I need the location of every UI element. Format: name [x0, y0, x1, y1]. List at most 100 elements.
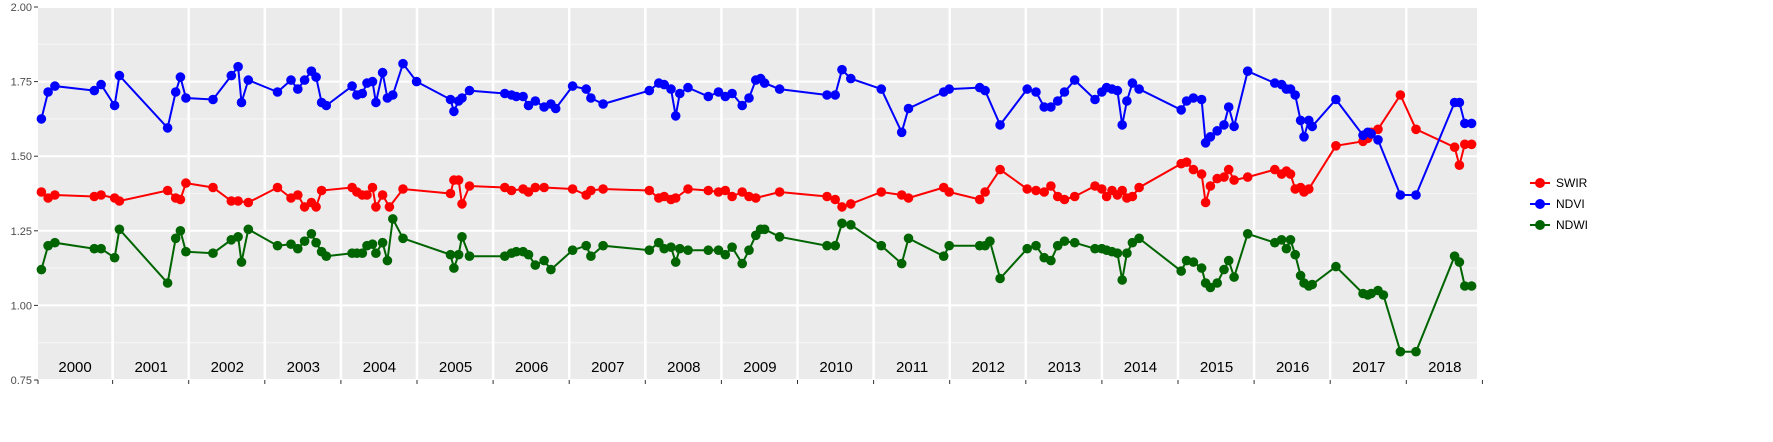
swir-point [1022, 184, 1032, 194]
swir-point [1229, 175, 1239, 185]
ndwi-point [96, 243, 106, 254]
ndwi-point [1281, 243, 1292, 254]
ndvi-point [1046, 102, 1056, 112]
ndwi-point [822, 240, 832, 251]
ndvi-point [170, 87, 181, 97]
ndwi-point [511, 246, 522, 257]
swir-point [1466, 139, 1477, 150]
ndwi-point [985, 236, 995, 246]
ndwi-point [453, 249, 464, 260]
swir-point [974, 194, 985, 205]
ndwi-point [944, 240, 954, 251]
swir-point [703, 185, 714, 196]
swir-point [1117, 185, 1127, 196]
ndvi-point [1411, 190, 1421, 200]
ndwi-point [1117, 275, 1127, 285]
ndwi-point [36, 264, 47, 275]
swir-point [846, 199, 856, 209]
ndvi-point [896, 127, 907, 138]
ndvi-point [666, 84, 676, 94]
ndwi-point [233, 232, 243, 242]
ndvi-point [1242, 66, 1253, 76]
year-label: 2017 [1352, 359, 1385, 376]
ndvi-point [299, 75, 310, 85]
swir-point [457, 199, 467, 209]
ndwi-point [896, 258, 907, 269]
ndvi-point [388, 90, 398, 100]
ndvi-point [449, 106, 459, 117]
swir-point [1304, 184, 1314, 194]
ndwi-point [50, 237, 60, 248]
swir-point [1059, 194, 1070, 205]
swir-point [1039, 187, 1049, 197]
ndwi-point [703, 245, 714, 255]
swir-point [367, 182, 378, 193]
ndvi-point [774, 84, 785, 94]
ndvi-point [96, 79, 106, 90]
ndwi-point [170, 233, 181, 244]
swir-point [1069, 191, 1080, 202]
ndvi-point [1117, 120, 1127, 130]
ndwi-point [1307, 279, 1317, 290]
ndvi-point [43, 87, 53, 97]
swir-point [299, 202, 310, 212]
swir-point [384, 202, 395, 212]
y-tick-label: 1.25 [11, 226, 32, 238]
swir-point [377, 190, 388, 200]
swir-point [1031, 185, 1041, 196]
ndvi-point [1223, 102, 1234, 112]
ndwi-point [1022, 243, 1032, 254]
swir-point [1219, 172, 1229, 182]
ndvi-point [371, 97, 381, 108]
swir-point [1181, 157, 1192, 167]
y-tick-label: 2.00 [11, 2, 32, 14]
ndvi-point [1112, 85, 1123, 96]
year-label: 2012 [972, 359, 1005, 376]
ndvi-point [236, 97, 247, 108]
ndvi-point [1205, 132, 1216, 142]
ndvi-point [464, 85, 475, 96]
swir-point [1449, 142, 1460, 152]
y-tick-label: 0.75 [11, 375, 32, 387]
swir-point [243, 197, 254, 208]
year-label: 2008 [667, 359, 700, 376]
ndwi-point [89, 243, 100, 254]
ndwi-point [1196, 263, 1207, 273]
ndwi-point [1276, 235, 1287, 245]
ndvi-point [50, 81, 60, 91]
ndwi-point [464, 251, 475, 261]
swir-point [1223, 164, 1234, 175]
swir-point [1196, 169, 1207, 179]
ndwi-point [744, 245, 754, 255]
swir-point [539, 182, 549, 193]
swir-point [114, 196, 125, 206]
swir-legend-key [1535, 178, 1545, 188]
ndwi-point [759, 224, 770, 235]
y-tick-label: 1.50 [11, 151, 32, 163]
ndwi-point [539, 255, 549, 266]
ndvi-point [89, 85, 100, 96]
ndwi-point [1285, 235, 1296, 245]
ndvi-point [1395, 190, 1406, 200]
ndwi-point [1031, 240, 1041, 251]
ndvi-point [683, 82, 693, 93]
swir-point [1395, 90, 1406, 100]
ndwi-point [1219, 264, 1229, 275]
swir-point [737, 187, 747, 197]
ndvi-point [581, 84, 591, 94]
swir-point [181, 178, 191, 188]
swir-point [822, 191, 832, 202]
year-label: 2001 [134, 359, 167, 376]
swir-point [506, 185, 517, 196]
ndwi-point [1242, 229, 1253, 239]
ndvi-legend-label: NDVI [1556, 197, 1585, 211]
swir-point [1242, 172, 1253, 182]
ndvi-point [659, 79, 669, 90]
ndvi-point [713, 87, 724, 97]
ndwi-point [1454, 257, 1465, 267]
ndwi-point [581, 240, 591, 251]
ndwi-point [449, 263, 459, 273]
swir-point [598, 184, 608, 194]
swir-point [50, 190, 60, 200]
ndwi-point [457, 232, 467, 242]
